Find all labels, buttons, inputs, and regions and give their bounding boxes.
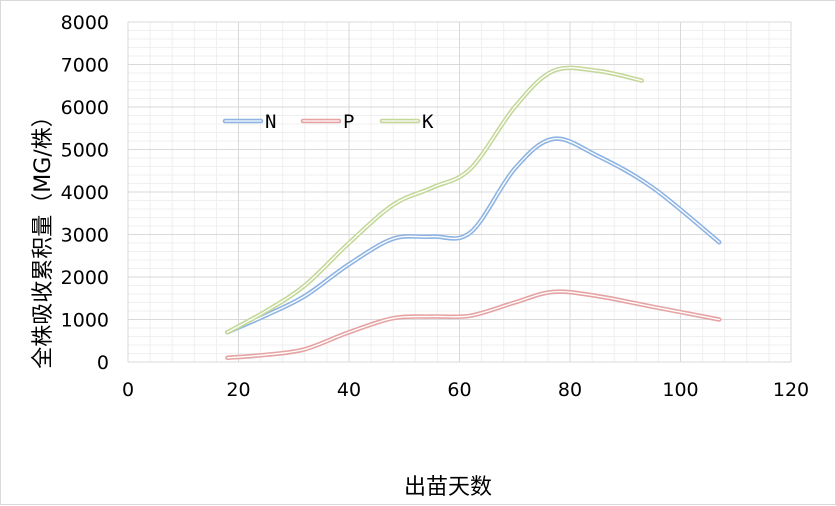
y-tick-label: 7000 (61, 55, 109, 77)
series-line-inner (226, 291, 720, 359)
legend-label: K (422, 111, 434, 133)
x-tick-label: 120 (773, 379, 809, 401)
series-line-inner (226, 138, 720, 333)
series-P-line (225, 289, 722, 361)
x-tick-label: 20 (226, 379, 250, 401)
y-tick-label: 6000 (61, 97, 109, 119)
y-tick-label: 2000 (61, 267, 109, 289)
x-tick-label: 100 (662, 379, 698, 401)
y-tick-label: 1000 (61, 310, 109, 332)
series-line-inner (226, 67, 643, 333)
x-tick-label: 40 (337, 379, 361, 401)
x-axis-ticks: 0 20 40 60 80 100 120 (122, 379, 809, 401)
legend-label: N (265, 111, 276, 133)
series-layer (225, 65, 722, 361)
series-line-outer (225, 289, 722, 361)
x-axis-title: 出苗天数 (404, 475, 492, 500)
legend-item-P: P (300, 111, 354, 133)
y-axis-title: 全株吸收累积量（MG/株） (31, 105, 56, 368)
y-tick-label: 8000 (61, 12, 109, 34)
major-gridlines (127, 21, 792, 363)
series-K-line (225, 65, 645, 335)
y-tick-label: 0 (97, 352, 109, 374)
series-N-line (225, 136, 722, 335)
legend-item-K: K (379, 111, 434, 133)
y-tick-label: 5000 (61, 140, 109, 162)
legend-label: P (343, 111, 354, 133)
y-tick-label: 4000 (61, 182, 109, 204)
x-tick-label: 80 (558, 379, 582, 401)
y-tick-label: 3000 (61, 225, 109, 247)
x-tick-label: 60 (447, 379, 471, 401)
y-axis-ticks: 0 1000 2000 3000 4000 5000 6000 7000 8000 (61, 12, 109, 374)
x-tick-label: 0 (122, 379, 134, 401)
legend-item-N: N (222, 111, 276, 133)
